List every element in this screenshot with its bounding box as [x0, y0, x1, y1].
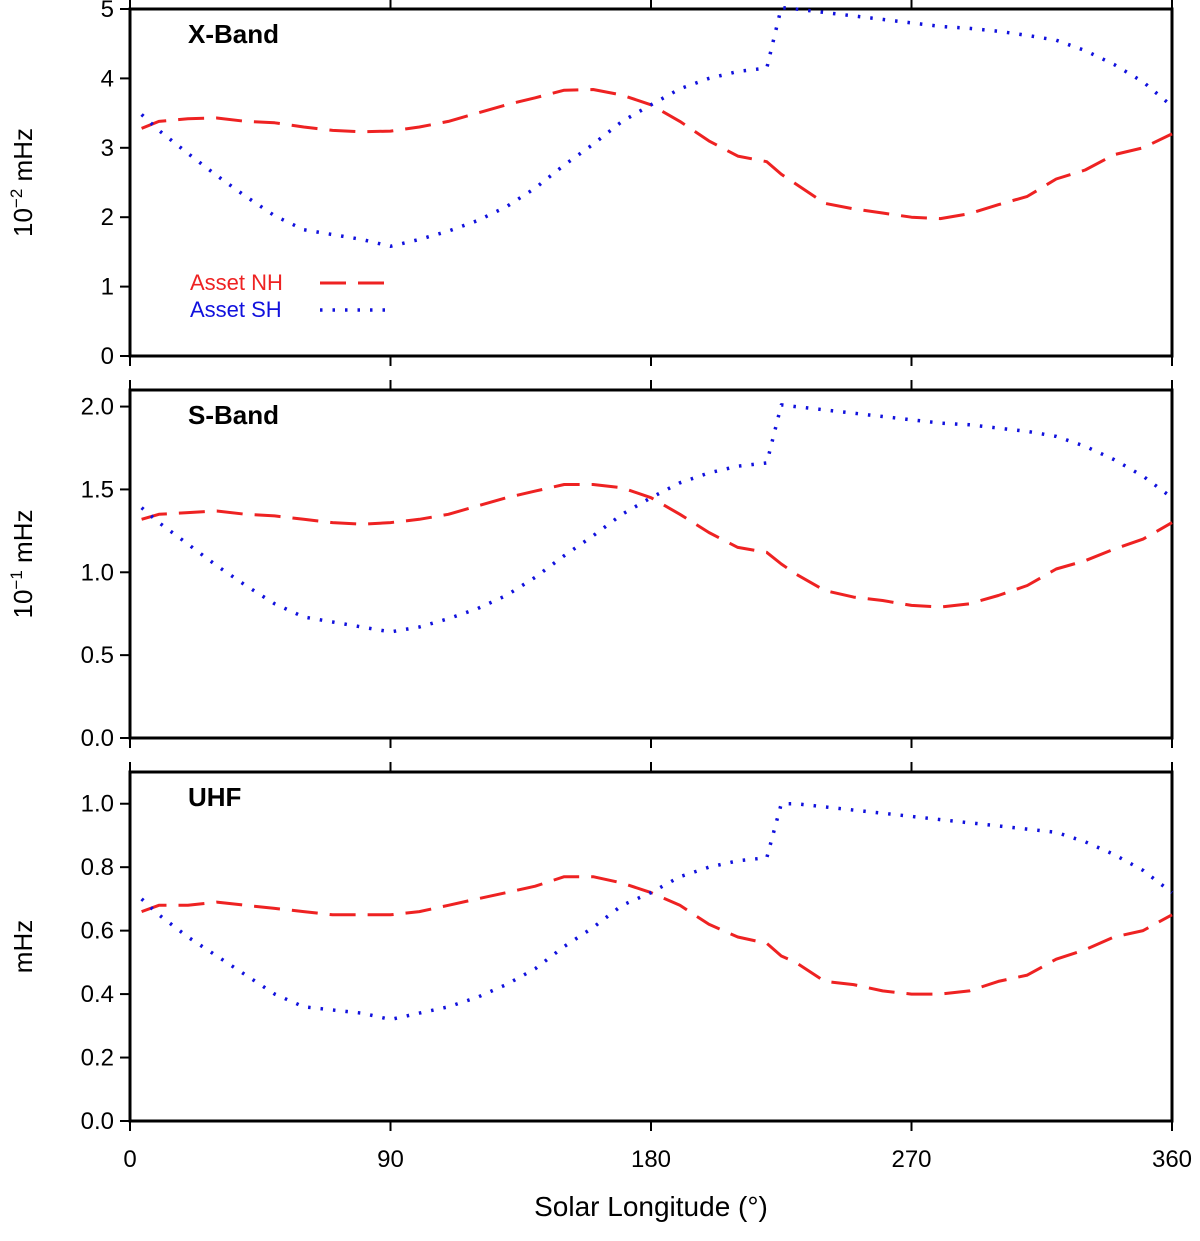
y-tick-label: 0.5 [81, 642, 114, 669]
x-axis-label: Solar Longitude (°) [534, 1191, 768, 1222]
x-tick-label: 90 [377, 1146, 404, 1173]
y-tick-label: 0.0 [81, 725, 114, 752]
panel-frame [128, 388, 1174, 740]
x-tick-label: 0 [123, 1146, 136, 1173]
y-tick-label: 4 [101, 65, 114, 92]
y-tick-label: 1.0 [81, 791, 114, 818]
legend-label: Asset SH [190, 297, 282, 322]
panel-title: UHF [188, 782, 241, 812]
x-tick-label: 360 [1152, 1146, 1192, 1173]
y-tick-label: 0.2 [81, 1045, 114, 1072]
panel-title: X-Band [188, 19, 279, 49]
panel-frame [128, 770, 1174, 1123]
y-tick-label: 2 [101, 204, 114, 231]
x-tick-label: 270 [891, 1146, 931, 1173]
y-tick-label: 5 [101, 0, 114, 23]
series-line-sh [140, 403, 1174, 634]
y-tick-label: 1.0 [81, 559, 114, 586]
y-axis-label: 10−2 mHz [7, 128, 38, 237]
series-line-nh [141, 88, 1173, 221]
y-tick-label: 0.8 [81, 854, 114, 881]
series-line-nh [141, 875, 1173, 996]
y-tick-label: 1 [101, 274, 114, 301]
y-tick-label: 0.6 [81, 918, 114, 945]
series-line-nh [141, 483, 1173, 609]
y-tick-label: 0 [101, 343, 114, 370]
y-axis-label: mHz [8, 920, 38, 973]
y-tick-label: 0.0 [81, 1108, 114, 1135]
panel-title: S-Band [188, 400, 279, 430]
y-tick-label: 1.5 [81, 476, 114, 503]
y-tick-label: 3 [101, 135, 114, 162]
x-tick-label: 180 [631, 1146, 671, 1173]
legend-label: Asset NH [190, 270, 283, 295]
series-line-sh [140, 801, 1174, 1022]
panel-1: 0.0 0.5 1.0 1.5 2.0 10−1 mHz S-Band [7, 380, 1174, 752]
panel-2: 0.0 0.2 0.4 0.6 0.8 1.0 0 90 180 270 360 mHz UHF [8, 762, 1192, 1173]
y-axis-label: 10−1 mHz [7, 510, 38, 619]
y-tick-label: 2.0 [81, 394, 114, 421]
y-tick-label: 0.4 [81, 981, 114, 1008]
panel-frame [128, 7, 1174, 358]
